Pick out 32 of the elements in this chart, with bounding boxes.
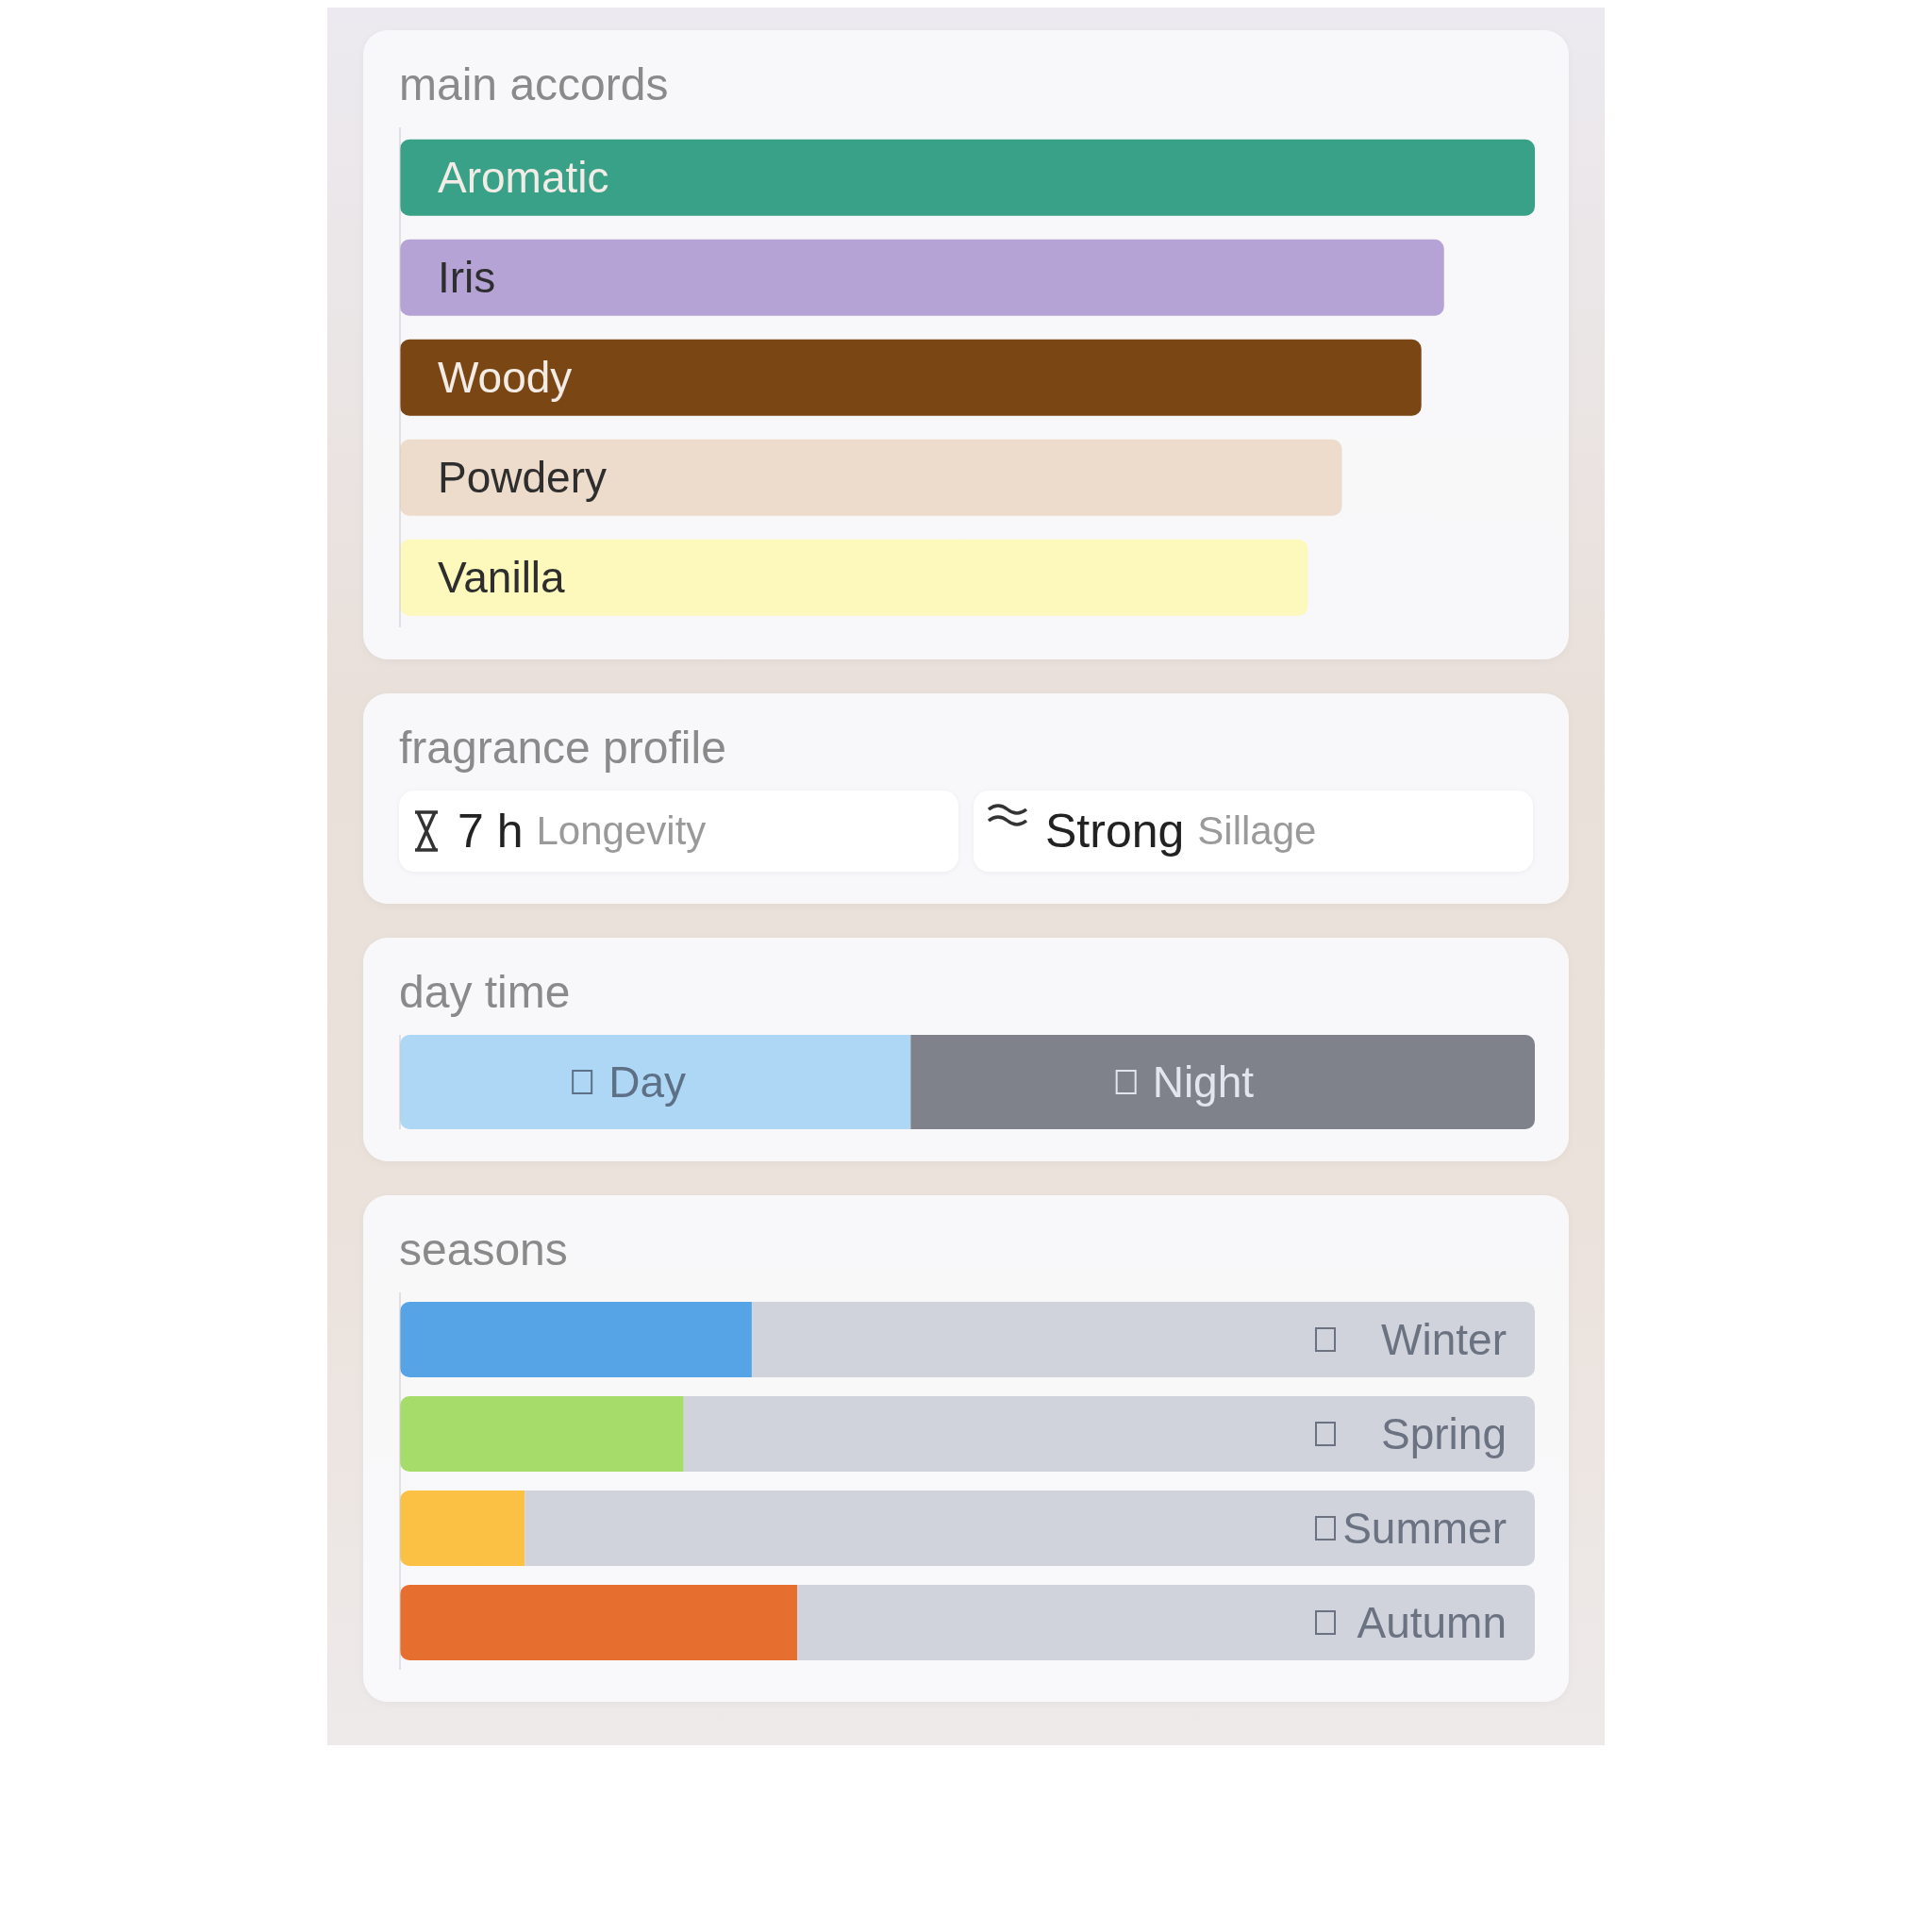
bar [400,439,1342,516]
bar [400,339,1422,416]
y-tick-label: Winter [1381,1315,1507,1364]
bar [400,139,1535,216]
bar [400,539,1308,616]
y-tick-label: Autumn [1357,1598,1507,1647]
bar [751,1302,1535,1377]
chart-title: seasons [399,1224,569,1275]
bar [400,1302,752,1377]
bar [683,1396,1535,1472]
chart-title: day time [399,966,572,1018]
bar [400,1396,684,1472]
bar [400,239,1444,316]
text: fragrance profile [399,722,727,774]
series-label: Night [1152,1058,1255,1107]
bar [525,1491,1535,1566]
bar [797,1585,1535,1660]
y-tick-label: Summer [1342,1504,1507,1553]
y-tick-label: Woody [438,353,573,403]
y-tick-label: Aromatic [438,153,609,203]
text: 7 h [458,804,524,858]
y-tick-label: Iris [438,253,496,303]
y-tick-label: Spring [1381,1409,1507,1458]
chart-title: main accords [399,58,670,110]
series-label: Day [608,1058,686,1107]
text: Strong [1045,804,1185,858]
y-tick-label: Powdery [438,453,607,503]
y-tick-label: Vanilla [438,553,566,603]
text: Longevity [536,808,707,854]
text: Sillage [1197,808,1317,854]
bar [400,1585,798,1660]
bar [400,1491,525,1566]
